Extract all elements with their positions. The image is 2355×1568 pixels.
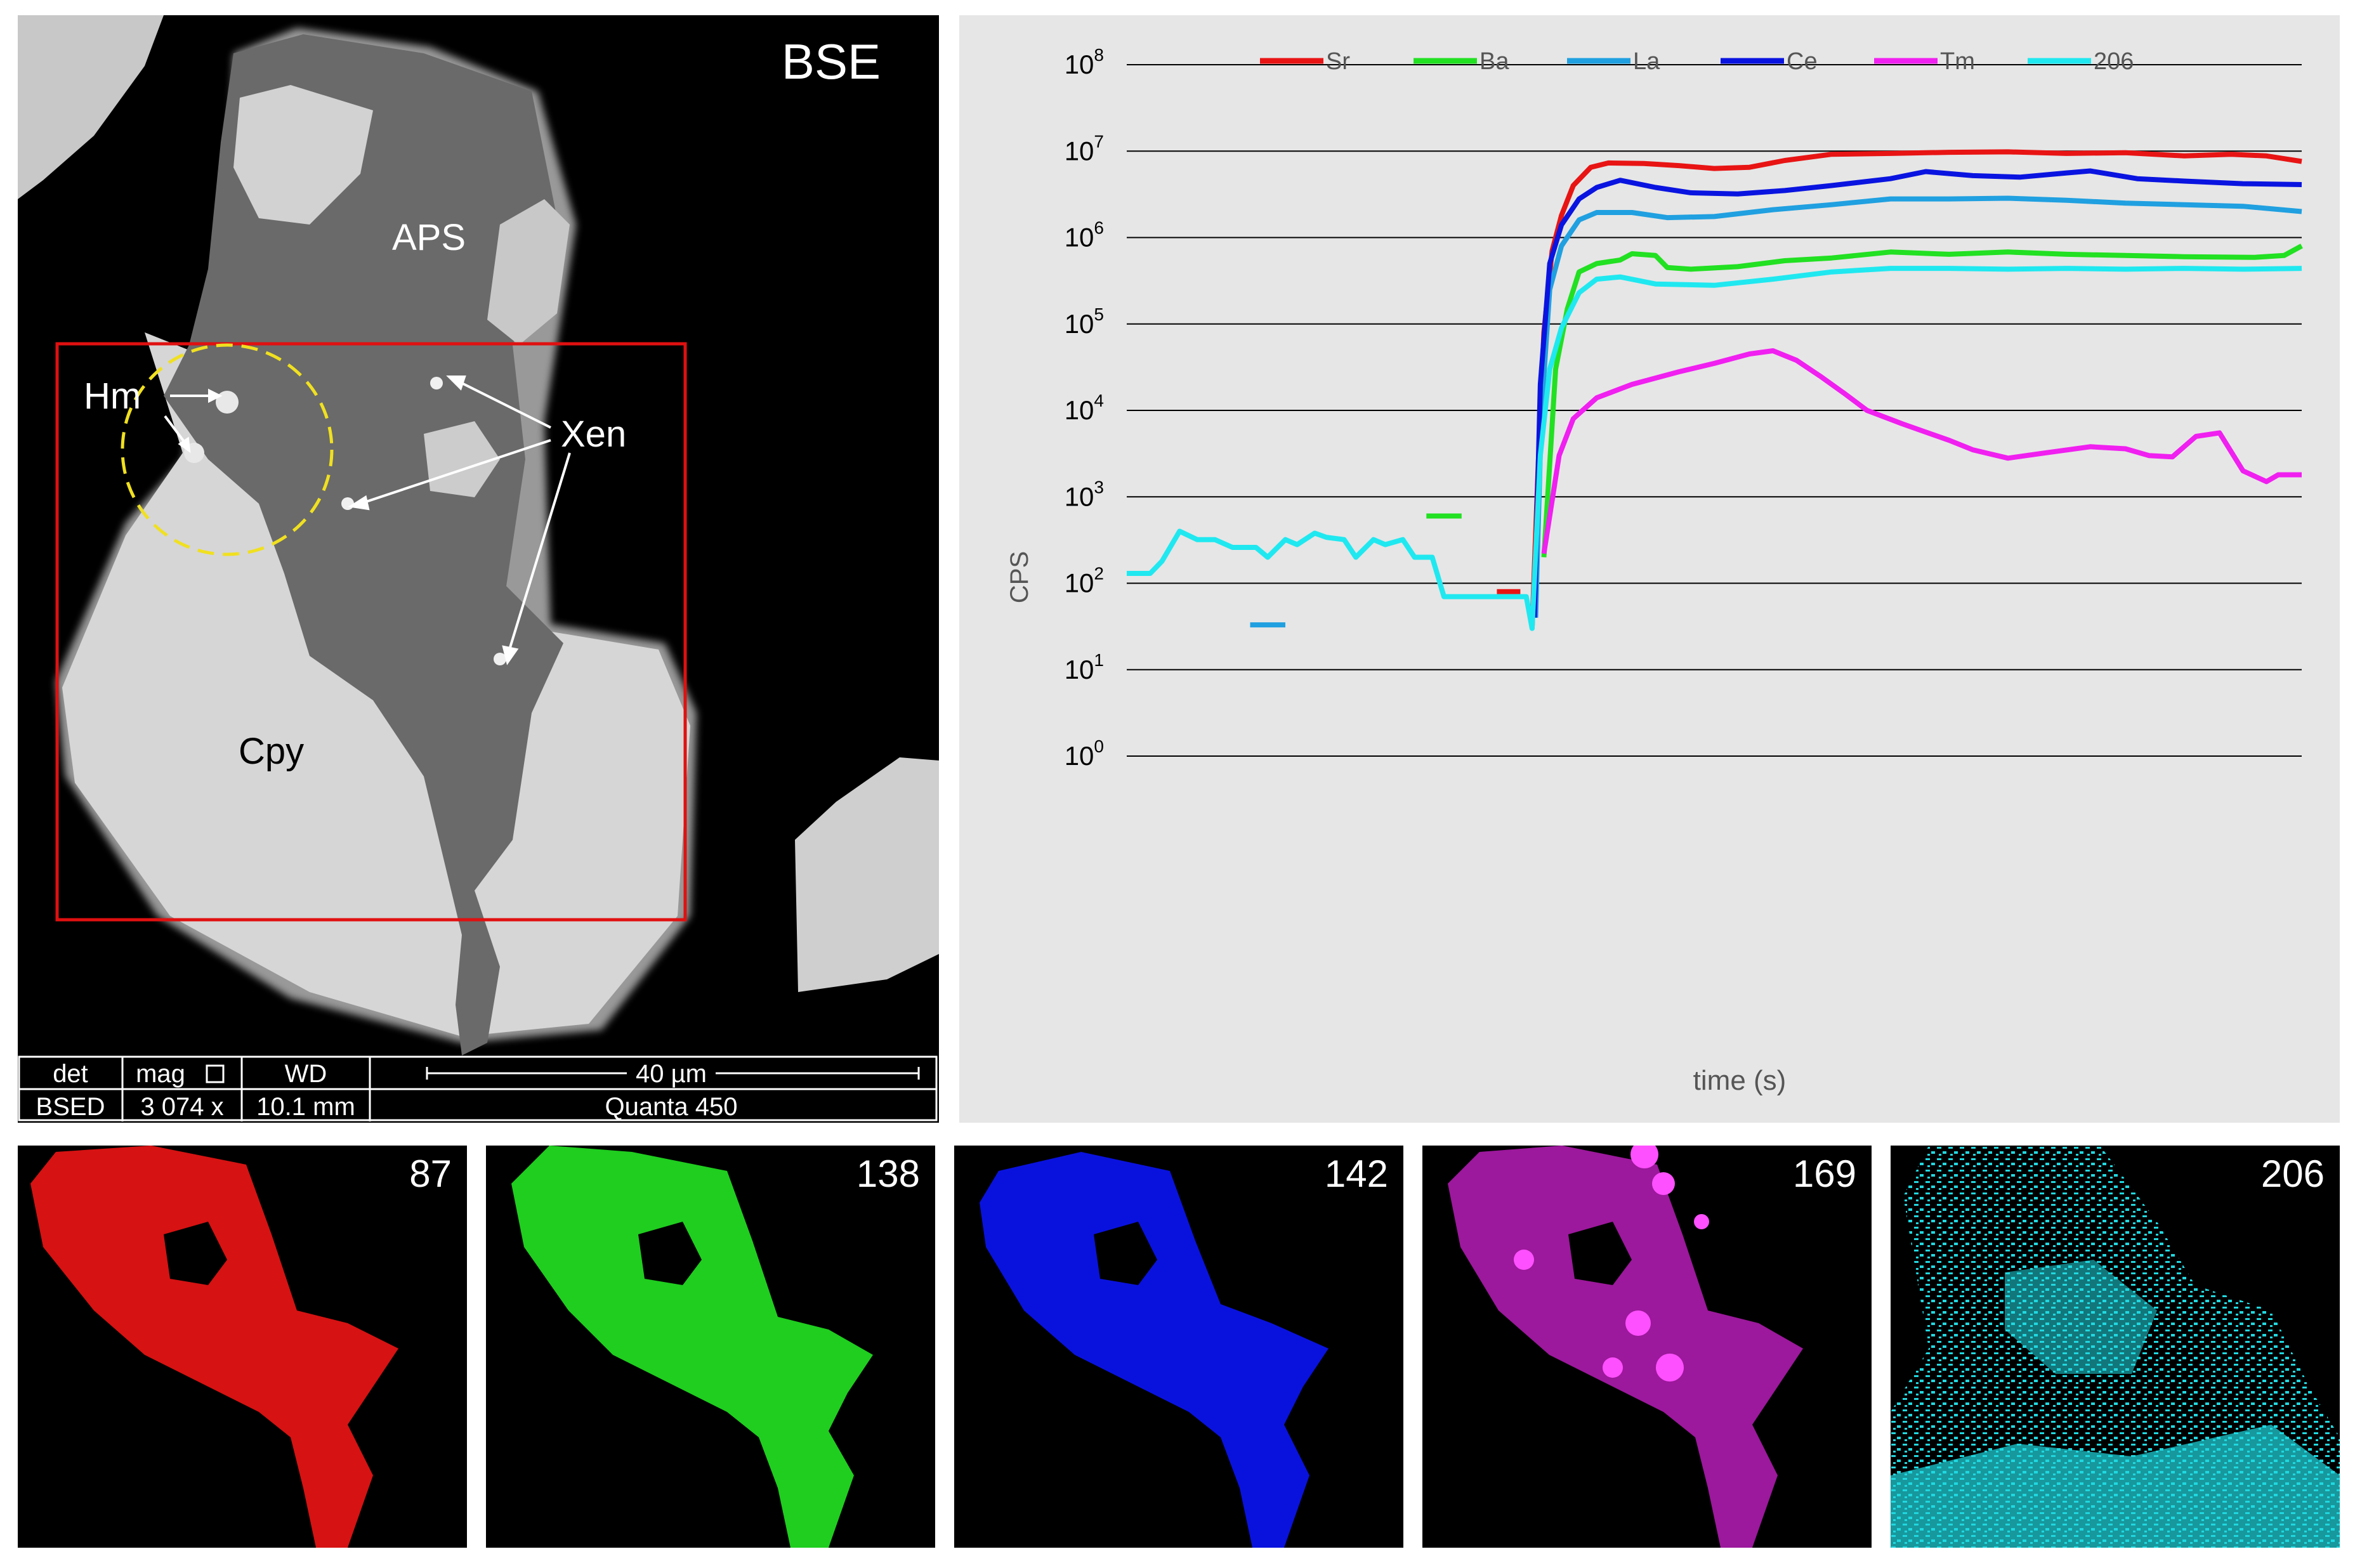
y-tick-label: 108 — [1065, 45, 1104, 79]
xen-arrow-1 — [461, 382, 551, 429]
series-lines — [1127, 149, 2303, 631]
cps-time-chart: 100 101 102 103 104 105 106 107 108 Sr Ba La Ce Tm 20… — [1006, 45, 2303, 1096]
legend: Sr Ba La Ce Tm 206 — [1260, 48, 2134, 75]
map-label: 206 — [2260, 1153, 2325, 1195]
map-image-142 — [980, 1152, 1328, 1548]
y-tick-label: 103 — [1065, 477, 1104, 511]
xen-arrow-2 — [360, 439, 551, 505]
y-tick-label: 107 — [1065, 131, 1104, 166]
xen-label: Xen — [561, 414, 626, 455]
cpy-label: Cpy — [239, 731, 304, 772]
neighbour-grain-top-left — [18, 15, 164, 199]
map-blob-lower — [1891, 1425, 2340, 1548]
legend-label-tm: Tm — [1940, 48, 1975, 75]
det-label: det — [53, 1060, 88, 1088]
legend-label-ba: Ba — [1479, 48, 1509, 75]
series-line-la — [1533, 195, 2302, 618]
map-label: 138 — [856, 1153, 920, 1195]
map-ce-142: 142 — [954, 1146, 1403, 1548]
legend-label-sr: Sr — [1326, 48, 1350, 75]
aps-phase — [164, 34, 563, 1055]
map-hole — [638, 1222, 702, 1285]
map-blob — [30, 1146, 398, 1548]
map-tm-169: 169 — [1422, 1146, 1872, 1548]
y-tick-labels: 100 101 102 103 104 105 106 107 108 — [1065, 45, 1104, 771]
map-blob-dense — [2005, 1260, 2157, 1374]
series-line-ba — [1541, 244, 2303, 558]
wd-value: 10.1 mm — [256, 1093, 355, 1121]
scale-bar-label: 40 µm — [636, 1060, 707, 1088]
det-value: BSED — [36, 1093, 105, 1121]
hm-grain-1 — [216, 391, 239, 414]
x-axis-label: time (s) — [1693, 1065, 1787, 1096]
tm-hotspots — [1514, 1146, 1709, 1382]
legend-label-ce: Ce — [1787, 48, 1818, 75]
bright-domain-upper — [233, 85, 373, 225]
map-label: 169 — [1792, 1153, 1856, 1195]
xen-grain-3 — [494, 653, 506, 665]
xen-arrow-3 — [508, 452, 571, 650]
mag-label: mag — [136, 1060, 185, 1088]
laser-spot-circle — [121, 343, 334, 556]
map-blob — [511, 1146, 873, 1548]
y-tick-label: 104 — [1065, 391, 1104, 425]
mag-value: 3 074 x — [140, 1093, 223, 1121]
xen-grain-1 — [341, 497, 354, 510]
laser-signal-chart-panel: 100 101 102 103 104 105 106 107 108 Sr Ba La Ce Tm 20… — [959, 15, 2340, 1123]
y-tick-label: 106 — [1065, 218, 1104, 252]
xen-grain-2 — [430, 377, 443, 389]
legend-label-206: 206 — [2094, 48, 2134, 75]
instrument-name: Quanta 450 — [605, 1093, 737, 1121]
bse-title: BSE — [782, 34, 881, 89]
map-image-138 — [511, 1146, 873, 1548]
laser-map-roi — [55, 342, 687, 922]
series-line-ce — [1532, 168, 2302, 618]
series-line-sr — [1529, 149, 2302, 629]
neighbour-grain-right — [795, 757, 939, 992]
map-image-206 — [1891, 1146, 2340, 1548]
map-label: 142 — [1324, 1153, 1388, 1195]
bse-image-panel: BSE APS Hm Xen Cpy — [18, 15, 939, 1055]
y-tick-label: 102 — [1065, 564, 1104, 598]
wd-label: WD — [285, 1060, 327, 1088]
map-sr-87: 87 — [18, 1146, 467, 1548]
sem-databar-graphic: det BSED mag 3 074 x WD 10.1 mm 40 µm Qu… — [18, 1055, 938, 1121]
map-pb-206: 206 — [1891, 1146, 2340, 1548]
mag-box-icon — [206, 1064, 225, 1083]
hm-label: Hm — [84, 376, 141, 417]
map-ba-138: 138 — [486, 1146, 935, 1548]
bse-micrograph: BSE APS Hm Xen Cpy — [18, 15, 939, 1055]
map-hole — [164, 1222, 227, 1285]
aps-label: APS — [392, 217, 466, 258]
map-hole — [1094, 1222, 1157, 1285]
legend-label-la: La — [1633, 48, 1660, 75]
series-line-206 — [1127, 266, 2302, 631]
y-tick-label: 100 — [1065, 736, 1104, 771]
bright-patch-mid — [424, 421, 500, 497]
map-image-169 — [1448, 1146, 1803, 1548]
sem-databar: det BSED mag 3 074 x WD 10.1 mm 40 µm Qu… — [18, 1055, 939, 1123]
y-tick-label: 101 — [1065, 650, 1104, 684]
y-axis-label: CPS — [1006, 551, 1033, 603]
series-line-tm — [1541, 348, 2302, 554]
map-image-87 — [30, 1146, 398, 1548]
map-blob — [1448, 1146, 1803, 1548]
map-blob — [980, 1152, 1328, 1548]
map-label: 87 — [409, 1153, 452, 1195]
bright-domain-right — [487, 199, 570, 345]
map-hole — [1568, 1222, 1632, 1285]
y-tick-label: 105 — [1065, 304, 1104, 339]
hm-arrow-2 — [164, 415, 185, 443]
